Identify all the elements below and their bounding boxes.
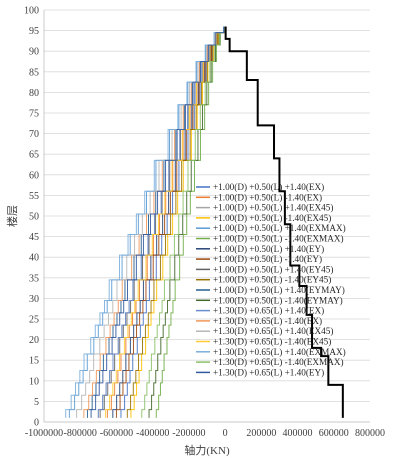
x-tick-label: -600000	[100, 428, 133, 439]
y-tick-label: 55	[29, 191, 39, 202]
y-tick-label: 40	[29, 253, 39, 264]
legend-label: +1.00(D) +0.50(L) +1.40(EY45)	[213, 264, 333, 274]
x-tick-label: 800000	[355, 428, 385, 439]
legend-label: +1.00(D) +0.50(L) +1.40(EYMAY)	[213, 285, 345, 295]
series-line-19	[90, 26, 225, 418]
y-tick-label: 25	[29, 315, 39, 326]
y-tick-label: 50	[29, 212, 39, 223]
y-tick-label: 35	[29, 273, 39, 284]
legend-label: +1.30(D) +0.65(L) +1.40(EXMAX)	[213, 347, 346, 357]
y-tick-label: 85	[29, 67, 39, 78]
legend-label: +1.30(D) +0.65(L) -1.40(EX)	[213, 316, 322, 326]
legend-label: +1.00(D) +0.50(L) -1.40(EYMAY)	[213, 295, 343, 305]
y-tick-label: 10	[29, 376, 39, 387]
y-axis-title: 楼层	[5, 205, 19, 227]
y-tick-label: 5	[34, 397, 39, 408]
legend-label: +1.00(D) +0.50(L) -1.40(EY45)	[213, 275, 331, 285]
y-tick-label: 100	[24, 6, 39, 17]
legend-label: +1.30(D) +0.65(L) +1.40(EY)	[213, 367, 324, 377]
y-tick-label: 95	[29, 26, 39, 37]
x-tick-label: 200000	[246, 428, 276, 439]
legend-label: +1.30(D) +0.65(L) -1.40(EXMAX)	[213, 357, 344, 367]
x-tick-label: 600000	[319, 428, 349, 439]
legend-label: +1.30(D) +0.65(L) +1.40(EX)	[213, 306, 324, 316]
y-tick-label: 45	[29, 232, 39, 243]
series-line-10	[126, 26, 225, 418]
legend-label: +1.00(D) +0.50(L) +1.40(EY)	[213, 244, 324, 254]
y-tick-label: 65	[29, 150, 39, 161]
legend-label: +1.00(D) +0.50(L) +1.40(EXMAX)	[213, 223, 346, 233]
legend-label: +1.00(D) +0.50(L) -1.40(EX)	[213, 192, 322, 202]
legend-label: +1.30(D) +0.65(L) -1.40(EX45)	[213, 337, 331, 347]
x-tick-label: -400000	[136, 428, 169, 439]
envelope-line	[224, 26, 344, 418]
series-line-4	[130, 26, 225, 418]
x-tick-label: -800000	[64, 428, 97, 439]
y-tick-label: 20	[29, 335, 39, 346]
legend-label: +1.00(D) +0.50(L) -1.40(EY)	[213, 254, 322, 264]
legend-label: +1.00(D) +0.50(L) +1.40(EX)	[213, 182, 324, 192]
y-tick-label: 90	[29, 47, 39, 58]
y-tick-label: 15	[29, 356, 39, 367]
series-line-18	[141, 26, 225, 418]
y-tick-label: 60	[29, 170, 39, 181]
x-tick-label: 400000	[283, 428, 313, 439]
x-axis-title: 轴力(KN)	[184, 443, 230, 457]
x-tick-label: -200000	[172, 428, 205, 439]
x-tick-label: 0	[223, 428, 228, 439]
y-tick-label: 80	[29, 88, 39, 99]
legend-label: +1.30(D) +0.65(L) +1.40(EX45)	[213, 326, 333, 336]
legend-label: +1.00(D) +0.50(L) -1.40(EX45)	[213, 213, 331, 223]
series-line-17	[65, 26, 225, 418]
series-line-7	[112, 26, 225, 418]
x-tick-label: -1000000	[25, 428, 63, 439]
y-tick-label: 30	[29, 294, 39, 305]
legend-label: +1.00(D) +0.50(L) +1.40(EX45)	[213, 203, 333, 213]
y-tick-label: 75	[29, 109, 39, 120]
y-tick-label: 70	[29, 129, 39, 140]
y-tick-label: 0	[34, 418, 39, 429]
legend-label: +1.00(D) +0.50(L) -1.40(EXMAX)	[213, 234, 344, 244]
